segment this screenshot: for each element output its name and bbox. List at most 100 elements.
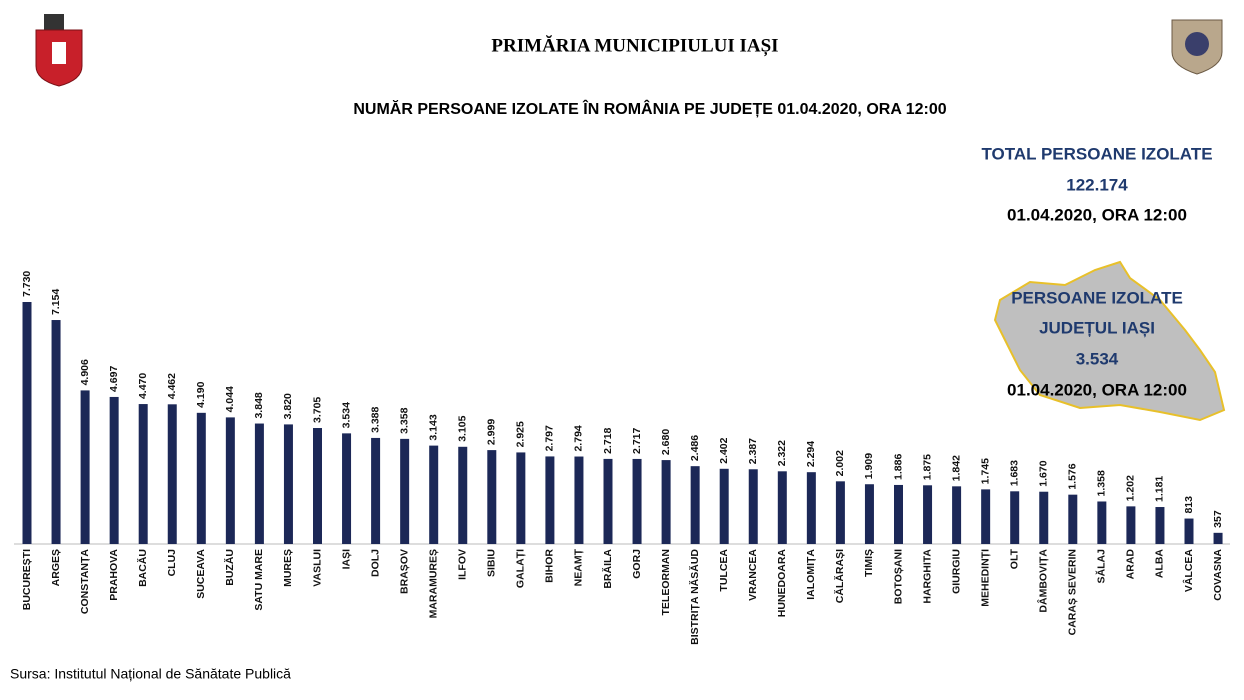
bar bbox=[1126, 506, 1136, 544]
value-label: 1.683 bbox=[1008, 460, 1020, 486]
bar bbox=[138, 404, 148, 544]
value-label: 1.886 bbox=[892, 454, 904, 480]
x-tick-label: IAȘI bbox=[340, 549, 352, 570]
bar bbox=[254, 423, 264, 544]
county-name: JUDEȚUL IAȘI bbox=[1039, 318, 1155, 337]
bar bbox=[1097, 501, 1107, 544]
bar bbox=[80, 390, 90, 544]
value-label: 1.202 bbox=[1125, 475, 1137, 501]
value-label: 3.105 bbox=[457, 415, 469, 441]
bar bbox=[196, 412, 206, 544]
bar bbox=[981, 489, 991, 544]
bar bbox=[574, 456, 584, 544]
bar bbox=[487, 450, 497, 544]
county-date: 01.04.2020, ORA 12:00 bbox=[1007, 380, 1187, 399]
chart-title: PRIMĂRIA MUNICIPIULUI IAȘI bbox=[491, 34, 778, 56]
bar bbox=[51, 320, 61, 544]
value-label: 3.534 bbox=[340, 402, 352, 428]
value-label: 3.705 bbox=[311, 397, 323, 423]
x-tick-label: GORJ bbox=[631, 549, 643, 579]
bar bbox=[806, 472, 816, 544]
bar bbox=[1155, 507, 1165, 544]
x-tick-label: OLT bbox=[1008, 548, 1020, 569]
source: Sursa: Institutul Național de Sănătate P… bbox=[10, 666, 291, 682]
x-tick-label: IALOMIȚA bbox=[805, 549, 817, 600]
x-tick-label: BIHOR bbox=[544, 549, 556, 583]
value-label: 2.797 bbox=[544, 425, 556, 451]
x-tick-label: SATU MARE bbox=[253, 549, 265, 611]
value-label: 1.909 bbox=[863, 453, 875, 479]
logo-right bbox=[1171, 19, 1223, 75]
value-label: 813 bbox=[1183, 496, 1195, 514]
value-label: 4.190 bbox=[195, 381, 207, 407]
county-value: 3.534 bbox=[1076, 349, 1119, 368]
x-tick-label: CARAȘ SEVERIN bbox=[1067, 549, 1079, 635]
value-label: 2.717 bbox=[631, 428, 643, 454]
bar bbox=[516, 452, 526, 544]
x-tick-label: HARGHITA bbox=[921, 549, 933, 604]
bar bbox=[1010, 491, 1020, 544]
bar bbox=[603, 458, 613, 544]
value-label: 1.181 bbox=[1154, 476, 1166, 502]
value-label: 1.745 bbox=[979, 458, 991, 484]
value-label: 4.906 bbox=[79, 359, 91, 385]
x-tick-label: SĂLAJ bbox=[1095, 549, 1108, 584]
x-tick-label: SUCEAVA bbox=[195, 549, 207, 599]
value-label: 2.718 bbox=[602, 427, 614, 453]
x-tick-label: NEAMȚ bbox=[573, 548, 585, 586]
value-label: 1.875 bbox=[921, 454, 933, 480]
bar bbox=[1068, 494, 1078, 544]
bar bbox=[283, 424, 293, 544]
x-tick-label: DÂMBOVIȚA bbox=[1037, 549, 1050, 613]
x-tick-label: GALAȚI bbox=[515, 549, 527, 588]
x-tick-label: CĂLĂRAȘI bbox=[833, 549, 846, 603]
chart-subtitle: NUMĂR PERSOANE IZOLATE ÎN ROMÂNIA PE JUD… bbox=[353, 99, 946, 118]
bar bbox=[835, 481, 845, 544]
x-tick-label: COVASNA bbox=[1212, 549, 1224, 601]
x-tick-label: BUZĂU bbox=[223, 549, 236, 586]
bar bbox=[748, 469, 758, 544]
bar bbox=[429, 445, 439, 544]
bar bbox=[923, 485, 933, 544]
bar bbox=[864, 484, 874, 544]
value-label: 357 bbox=[1212, 510, 1224, 528]
x-tick-label: DOLJ bbox=[369, 549, 381, 577]
value-label: 1.670 bbox=[1038, 460, 1050, 486]
value-label: 3.143 bbox=[427, 414, 439, 440]
x-tick-label: ALBA bbox=[1154, 549, 1166, 579]
total-value: 122.174 bbox=[1066, 175, 1128, 194]
value-label: 7.154 bbox=[50, 289, 62, 315]
bar bbox=[661, 460, 671, 544]
x-tick-label: BUCUREȘTI bbox=[21, 549, 33, 610]
bar bbox=[719, 468, 729, 544]
value-label: 3.848 bbox=[253, 392, 265, 418]
bar bbox=[458, 446, 468, 544]
bar bbox=[1184, 518, 1194, 544]
value-label: 3.820 bbox=[282, 393, 294, 419]
x-tick-label: PRAHOVA bbox=[108, 549, 120, 601]
value-label: 2.486 bbox=[689, 435, 701, 461]
x-tick-label: VÂLCEA bbox=[1182, 549, 1195, 593]
bar bbox=[22, 302, 32, 544]
bar bbox=[952, 486, 962, 544]
bar bbox=[371, 437, 381, 544]
bar bbox=[313, 428, 322, 544]
value-label: 4.470 bbox=[137, 373, 149, 399]
x-tick-label: CLUJ bbox=[166, 549, 178, 577]
county-map bbox=[993, 260, 1226, 422]
bar bbox=[342, 433, 352, 544]
x-tick-label: TULCEA bbox=[718, 549, 730, 592]
bar bbox=[109, 396, 119, 544]
value-label: 2.322 bbox=[776, 440, 788, 466]
x-tick-label: HUNEDOARA bbox=[776, 549, 788, 618]
bar bbox=[1039, 491, 1049, 544]
bar bbox=[894, 484, 903, 544]
x-tick-label: GIURGIU bbox=[950, 549, 962, 594]
value-label: 2.387 bbox=[747, 438, 759, 464]
x-tick-label: MARAMUREȘ bbox=[427, 549, 439, 618]
value-label: 2.925 bbox=[515, 421, 527, 447]
x-tick-label: ARGEȘ bbox=[50, 549, 62, 586]
bar bbox=[545, 456, 555, 544]
total-date: 01.04.2020, ORA 12:00 bbox=[1007, 205, 1187, 224]
